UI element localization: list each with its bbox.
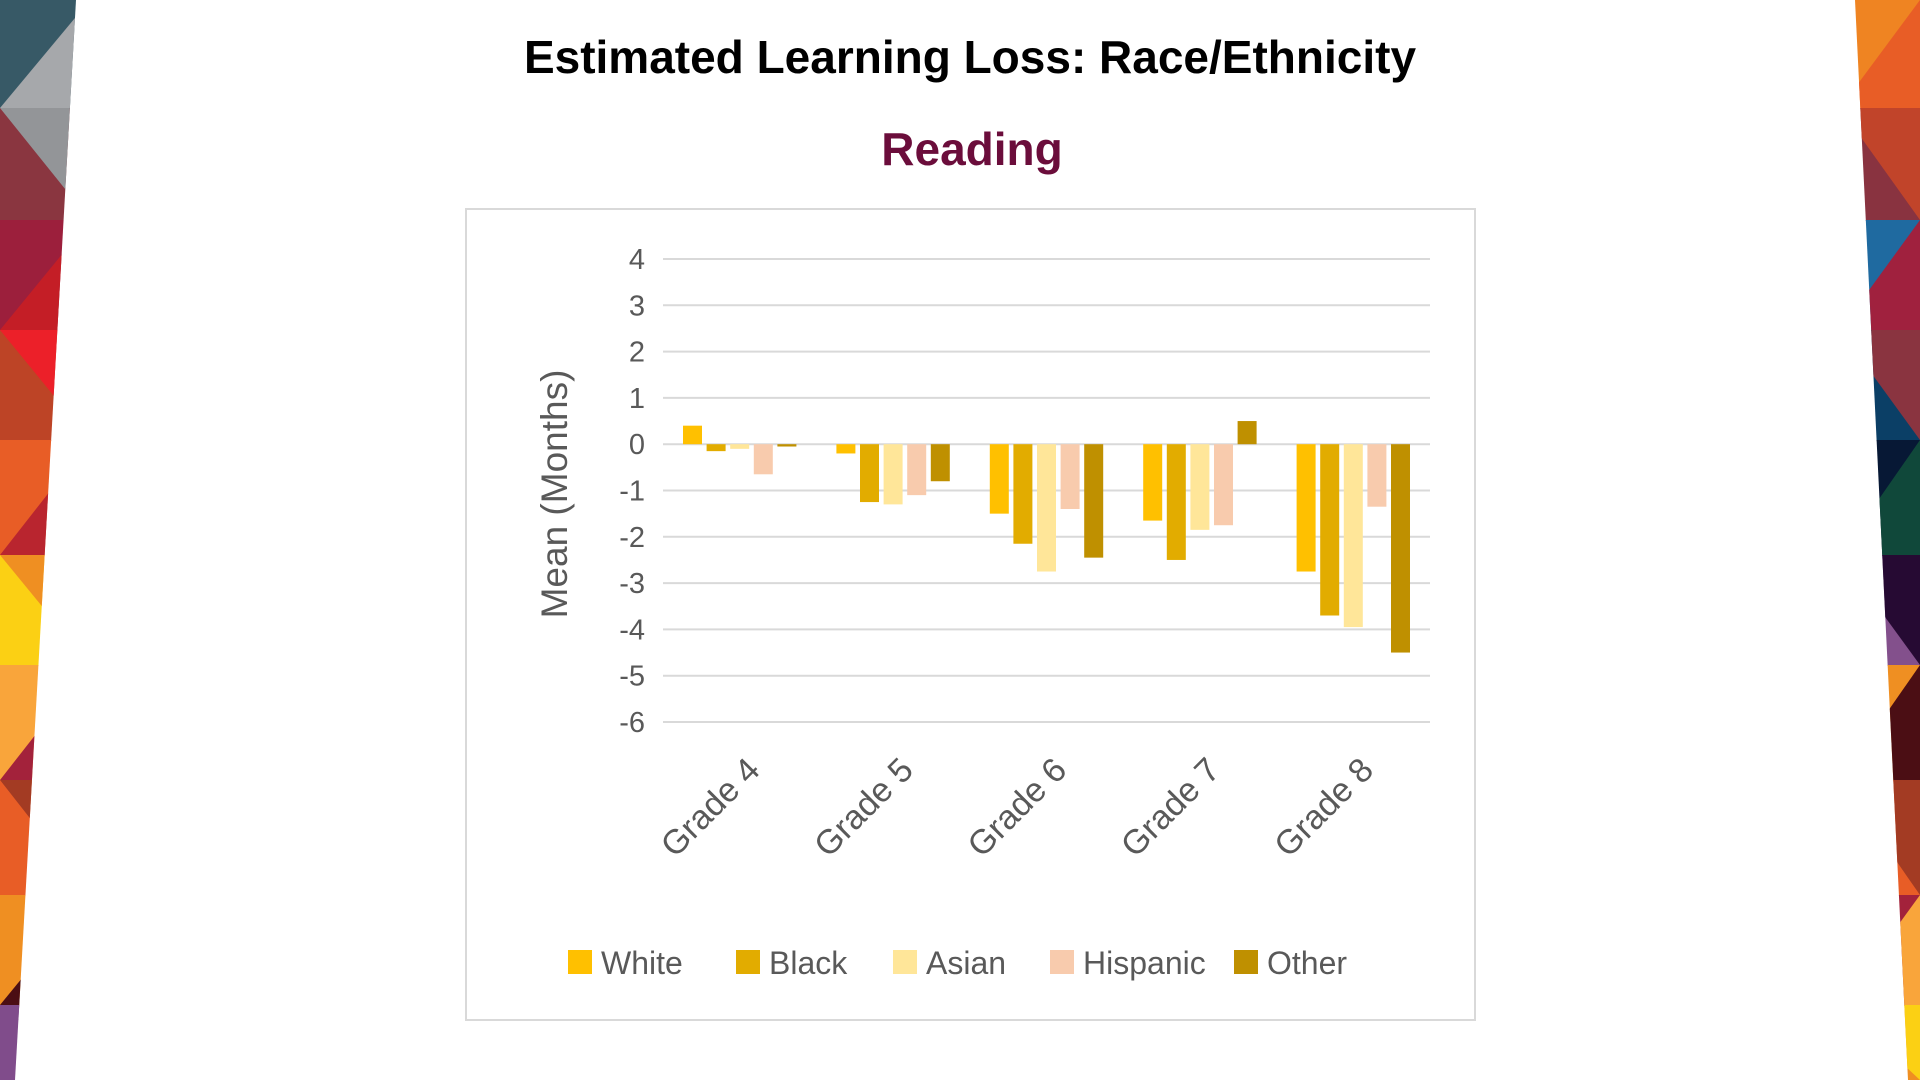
x-category-label: Grade 7 <box>1114 751 1228 865</box>
legend-label: Black <box>769 945 848 981</box>
bar-white-grade-7 <box>1143 444 1163 521</box>
legend-item-hispanic: Hispanic <box>1050 945 1206 981</box>
legend-item-black: Black <box>736 945 848 981</box>
bar-hispanic-grade-4 <box>753 444 773 475</box>
bar-white-grade-6 <box>989 444 1009 514</box>
bar-other-grade-6 <box>1084 444 1104 558</box>
x-category-label: Grade 6 <box>960 751 1074 865</box>
bar-black-grade-8 <box>1320 444 1340 616</box>
legend-swatch <box>893 950 917 974</box>
bar-white-grade-8 <box>1296 444 1316 572</box>
y-tick-label: 4 <box>629 244 645 276</box>
bar-hispanic-grade-5 <box>907 444 927 496</box>
legend-swatch <box>1050 950 1074 974</box>
decorative-tile <box>1855 895 1920 1005</box>
decorative-tile <box>1855 1005 1920 1080</box>
bar-other-grade-8 <box>1391 444 1410 653</box>
chart-container: 4 3 2 1 0 -1 -2 -3 -4 -5 -6 Mean (Months) Grade 4 G… <box>465 208 1476 1021</box>
slide-title: Estimated Learning Loss: Race/Ethnicity <box>523 31 1417 83</box>
bar-asian-grade-6 <box>1037 444 1056 572</box>
legend-item-other: Other <box>1234 945 1347 981</box>
bar-black-grade-5 <box>860 444 879 503</box>
y-tick-label: 1 <box>629 383 645 415</box>
bar-black-grade-7 <box>1166 444 1186 560</box>
legend-swatch <box>736 950 760 974</box>
bar-chart: 4 3 2 1 0 -1 -2 -3 -4 -5 -6 Mean (Months) Grade 4 G… <box>534 244 1430 981</box>
decorative-right-border <box>1855 0 1920 1080</box>
y-tick-label: -6 <box>619 707 645 739</box>
y-tick-label: 2 <box>629 337 645 369</box>
legend-swatch <box>1234 950 1258 974</box>
y-tick-label: -3 <box>619 568 645 600</box>
decorative-tile <box>0 555 76 666</box>
x-category-label: Grade 8 <box>1267 751 1381 865</box>
bar-white-grade-4 <box>683 425 702 445</box>
legend-label: Other <box>1267 945 1347 981</box>
y-tick-label: -4 <box>619 614 645 646</box>
y-tick-label: -2 <box>619 522 645 554</box>
bar-black-grade-4 <box>706 444 726 452</box>
bar-asian-grade-8 <box>1343 444 1363 628</box>
y-axis-label: Mean (Months) <box>534 370 575 619</box>
decorative-tile <box>0 780 76 896</box>
bar-hispanic-grade-8 <box>1367 444 1387 507</box>
decorative-tile <box>1855 0 1920 108</box>
bar-white-grade-5 <box>836 444 856 454</box>
decorative-tile <box>1855 665 1920 780</box>
legend-label: Hispanic <box>1083 945 1206 981</box>
decorative-left-border <box>0 0 76 1080</box>
legend-label: Asian <box>926 945 1006 981</box>
x-category-label: Grade 5 <box>807 751 921 865</box>
slide-subtitle: Reading <box>881 123 1063 175</box>
bar-other-grade-4 <box>777 444 797 447</box>
x-category-label: Grade 4 <box>654 751 768 865</box>
legend-label: White <box>601 945 683 981</box>
bar-hispanic-grade-6 <box>1060 444 1080 510</box>
legend-item-white: White <box>568 945 683 981</box>
bar-other-grade-7 <box>1237 421 1257 445</box>
bar-other-grade-5 <box>930 444 950 482</box>
bar-asian-grade-4 <box>730 444 750 449</box>
decorative-tile <box>0 0 76 108</box>
decorative-tile <box>1855 780 1920 895</box>
bar-asian-grade-5 <box>883 444 903 505</box>
bar-hispanic-grade-7 <box>1214 444 1233 526</box>
y-tick-label: 3 <box>629 290 645 322</box>
legend-item-asian: Asian <box>893 945 1006 981</box>
bar-asian-grade-7 <box>1190 444 1210 530</box>
bar-black-grade-6 <box>1013 444 1033 544</box>
y-tick-label: -5 <box>619 661 645 693</box>
y-tick-label: 0 <box>629 429 645 461</box>
y-tick-label: -1 <box>619 476 645 508</box>
decorative-tile <box>1855 555 1920 665</box>
legend-swatch <box>568 950 592 974</box>
